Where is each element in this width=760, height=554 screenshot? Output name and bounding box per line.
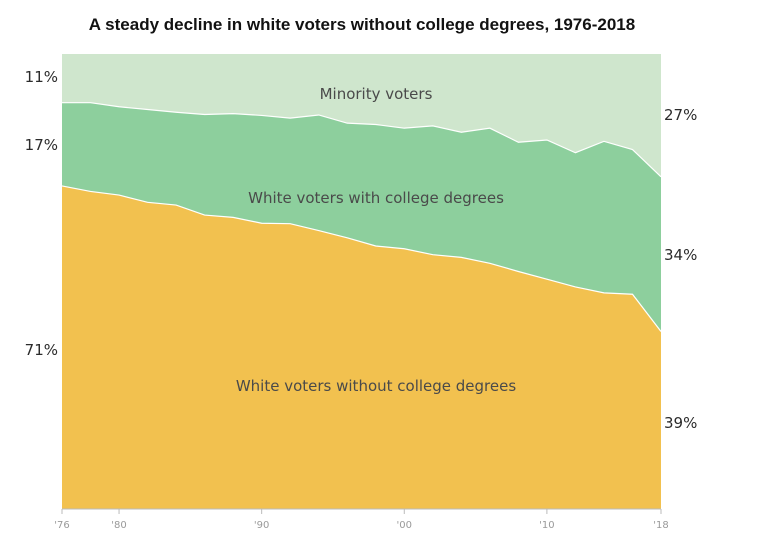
- x-tick-label-2000: '00: [397, 520, 412, 531]
- boundary-line-white-voters-without-college-degrees: [61, 185, 662, 332]
- series-label-minority-voters: Minority voters: [320, 85, 433, 103]
- boundary-line-white-voters-with-college-degrees: [62, 102, 662, 178]
- start-label-white-college: 17%: [25, 136, 58, 154]
- area-white-voters-without-college-degrees: [62, 185, 661, 509]
- x-axis: '76 '80 '90 '00 '10 '18: [54, 509, 669, 531]
- end-label-white-college: 34%: [664, 246, 697, 264]
- area-boundaries: [61, 102, 662, 332]
- x-tick-label-1980: '80: [111, 520, 126, 531]
- x-tick-label-2018: '18: [653, 520, 668, 531]
- start-label-minority: 11%: [25, 68, 58, 86]
- x-tick-label-1990: '90: [254, 520, 269, 531]
- start-label-white-non-college: 71%: [25, 341, 58, 359]
- series-label-white-college: White voters with college degrees: [248, 189, 504, 207]
- series-label-white-non-college: White voters without college degrees: [236, 377, 517, 395]
- area-minority-voters: [62, 54, 661, 177]
- area-layers: [62, 54, 661, 509]
- x-tick-label-2010: '10: [539, 520, 554, 531]
- end-label-minority: 27%: [664, 106, 697, 124]
- end-label-white-non-college: 39%: [664, 414, 697, 432]
- area-white-voters-with-college-degrees: [62, 102, 661, 332]
- chart-title: A steady decline in white voters without…: [89, 15, 635, 34]
- x-tick-label-1976: '76: [54, 520, 69, 531]
